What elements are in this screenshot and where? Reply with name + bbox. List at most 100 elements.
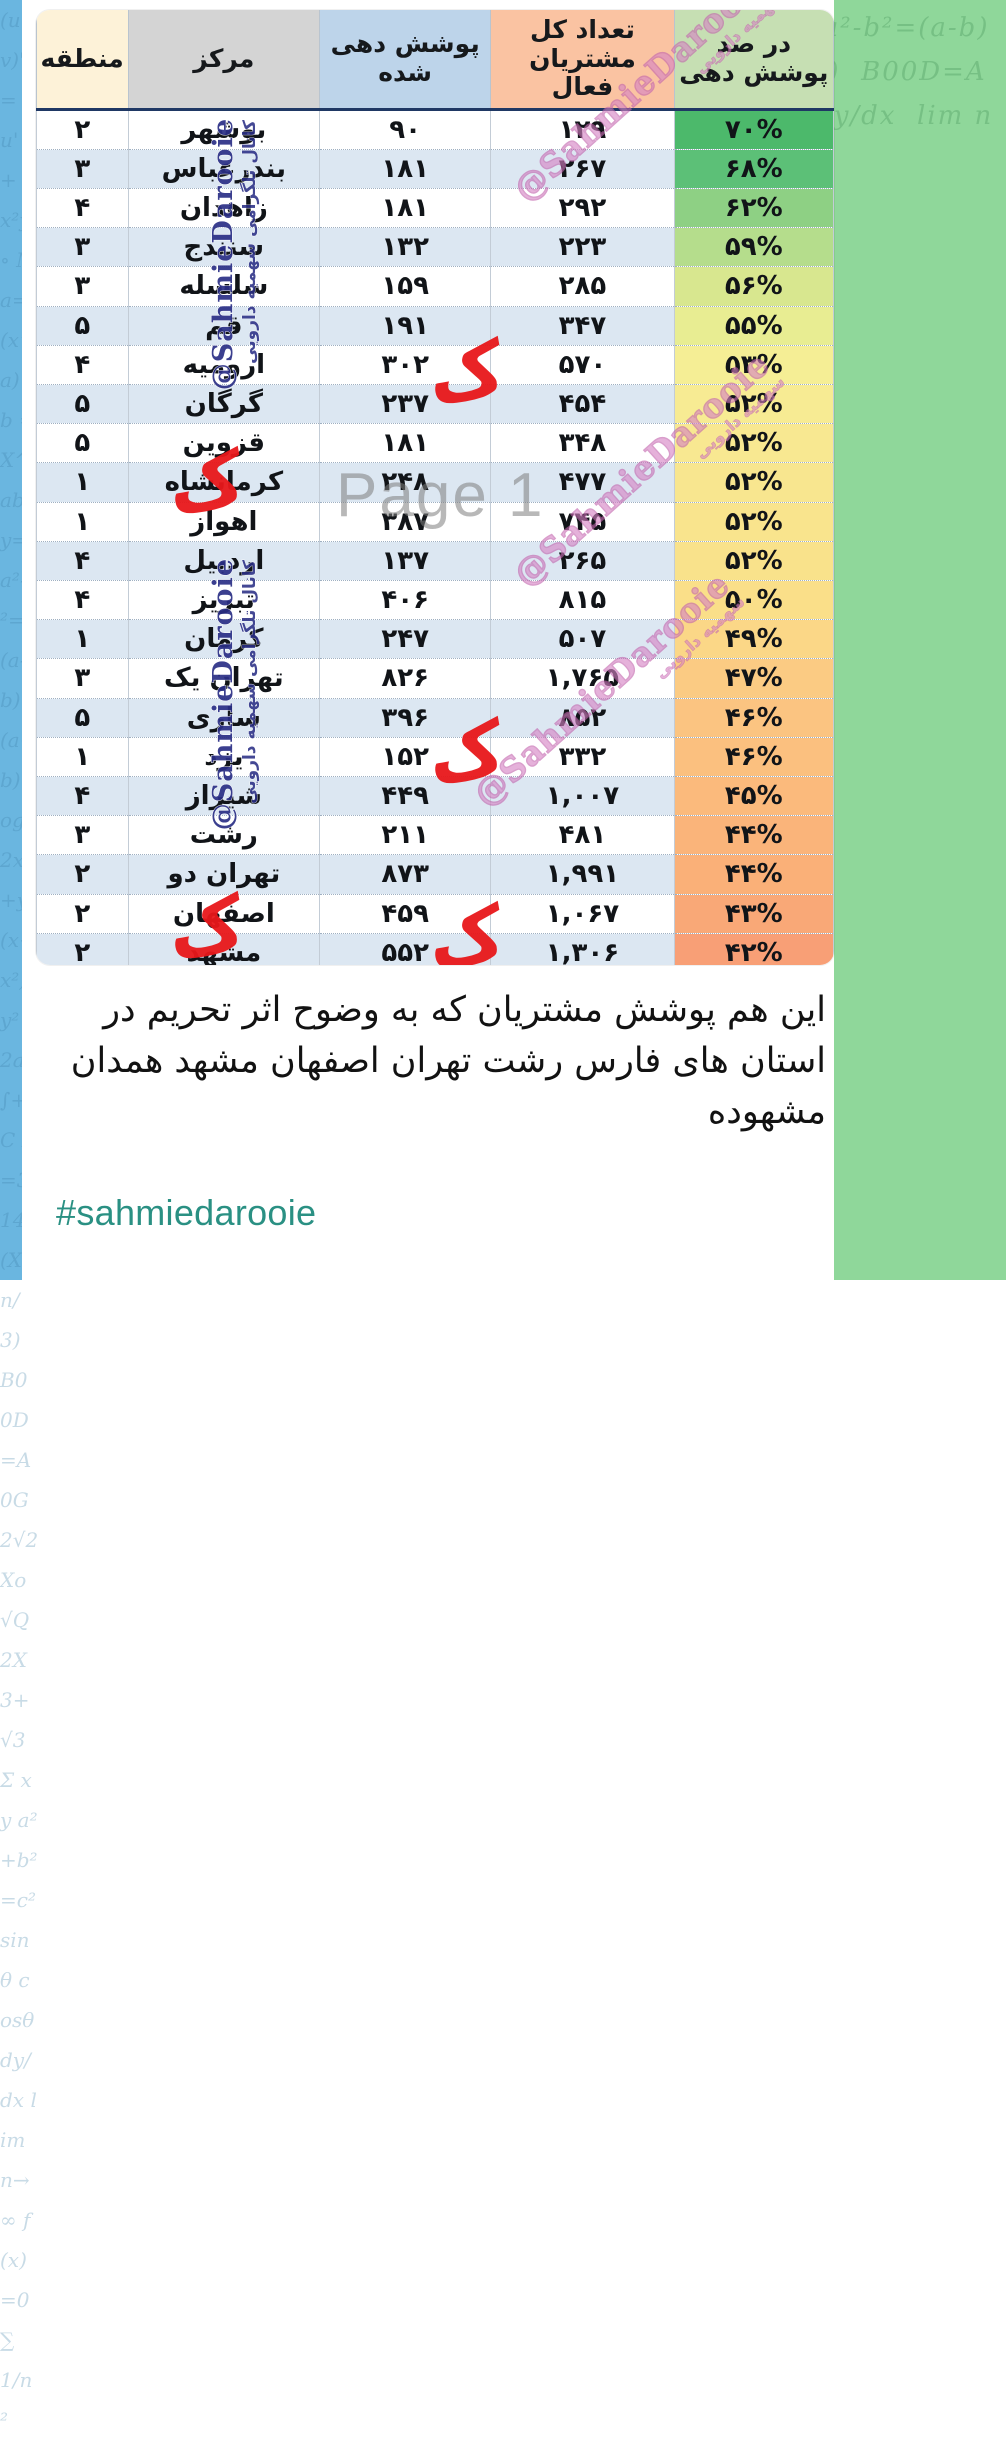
coverage-table: در صد پوشش دهی تعداد کل مشتریان فعال پوش… bbox=[36, 10, 834, 965]
cell-coverage-percent: ۵۲% bbox=[673, 462, 834, 503]
cell-covered-count: ۱۵۲ bbox=[318, 737, 492, 777]
cell-center-name: کرمانشاه bbox=[127, 462, 320, 503]
cell-coverage-percent: ۴۳% bbox=[673, 894, 834, 934]
cell-coverage-percent: ۷۰% bbox=[673, 109, 834, 150]
cell-region-number: ۲ bbox=[36, 854, 129, 895]
cell-total-customers: ۱,۹۹۱ bbox=[490, 854, 675, 895]
cell-total-customers: ۸۱۵ bbox=[490, 580, 675, 621]
column-header-covered: پوشش دهی شده bbox=[318, 10, 492, 111]
cell-covered-count: ۸۷۳ bbox=[318, 854, 492, 895]
table-row: ۴۴% ۴۸۱ ۲۱۱ رشت ۳ bbox=[36, 815, 834, 856]
table-row: ۴۳% ۱,۰۶۷ ۴۵۹ اصفهان ۲ bbox=[36, 894, 834, 934]
cell-total-customers: ۱,۰۰۷ bbox=[490, 776, 675, 817]
cell-coverage-percent: ۶۸% bbox=[673, 149, 834, 189]
cell-center-name: رشت bbox=[127, 815, 320, 856]
cell-total-customers: ۱,۷۶۵ bbox=[490, 658, 675, 699]
table-row: ۴۴% ۱,۹۹۱ ۸۷۳ تهران دو ۲ bbox=[36, 854, 834, 895]
cell-coverage-percent: ۵۲% bbox=[673, 541, 834, 581]
cell-region-number: ۳ bbox=[36, 149, 129, 189]
cell-region-number: ۴ bbox=[36, 345, 129, 385]
table-row: ۶۸% ۲۶۷ ۱۸۱ بندرعباس ۳ bbox=[36, 149, 834, 189]
cell-total-customers: ۳۴۷ bbox=[490, 306, 675, 346]
cell-center-name: یزد bbox=[127, 737, 320, 777]
cell-total-customers: ۲۸۵ bbox=[490, 266, 675, 307]
cell-center-name: کرمان bbox=[127, 619, 320, 660]
hashtag-link[interactable]: #sahmiedarooie bbox=[56, 1192, 317, 1233]
table-row: ۵۲% ۴۵۴ ۲۳۷ گرگان ۵ bbox=[36, 384, 834, 425]
cell-total-customers: ۲۶۷ bbox=[490, 149, 675, 189]
cell-total-customers: ۱,۰۶۷ bbox=[490, 894, 675, 934]
cell-total-customers: ۲۶۵ bbox=[490, 541, 675, 581]
table-body: ۷۰% ۱۲۹ ۹۰ بوشهر ۲ ۶۸% ۲۶۷ ۱۸۱ بندرعباس ۳ ۶۲% ۲۹۲ ۱۸… bbox=[36, 109, 834, 965]
cell-coverage-percent: ۵۲% bbox=[673, 502, 834, 542]
cell-covered-count: ۳۹۶ bbox=[318, 698, 492, 738]
cell-covered-count: ۴۰۶ bbox=[318, 580, 492, 621]
cell-center-name: شیراز bbox=[127, 776, 320, 817]
table-row: ۴۶% ۸۵۲ ۳۹۶ ساری ۵ bbox=[36, 698, 834, 738]
cell-coverage-percent: ۴۵% bbox=[673, 776, 834, 817]
cell-center-name: ارومیه bbox=[127, 345, 320, 385]
cell-coverage-percent: ۶۲% bbox=[673, 188, 834, 229]
table-row: ۵۲% ۲۶۵ ۱۳۷ اردبیل ۴ bbox=[36, 541, 834, 581]
cell-covered-count: ۴۴۹ bbox=[318, 776, 492, 817]
cell-region-number: ۵ bbox=[36, 306, 129, 346]
cell-region-number: ۲ bbox=[36, 894, 129, 934]
cell-center-name: تهران یک bbox=[127, 658, 320, 699]
cell-covered-count: ۹۰ bbox=[318, 109, 492, 150]
cell-total-customers: ۱۲۹ bbox=[490, 109, 675, 150]
table-header: در صد پوشش دهی تعداد کل مشتریان فعال پوش… bbox=[36, 10, 834, 111]
cell-total-customers: ۴۸۱ bbox=[490, 815, 675, 856]
cell-covered-count: ۵۵۲ bbox=[318, 933, 492, 965]
cell-coverage-percent: ۵۹% bbox=[673, 227, 834, 268]
table-row: ۴۵% ۱,۰۰۷ ۴۴۹ شیراز ۴ bbox=[36, 776, 834, 817]
cell-coverage-percent: ۴۴% bbox=[673, 854, 834, 895]
cell-center-name: تبریز bbox=[127, 580, 320, 621]
cell-coverage-percent: ۴۲% bbox=[673, 933, 834, 965]
table-row: ۵۳% ۵۷۰ ۳۰۲ ارومیه ۴ bbox=[36, 345, 834, 385]
cell-coverage-percent: ۴۶% bbox=[673, 737, 834, 777]
cell-total-customers: ۲۲۳ bbox=[490, 227, 675, 268]
table-row: ۶۲% ۲۹۲ ۱۸۱ زاهدان ۴ bbox=[36, 188, 834, 229]
cell-coverage-percent: ۵۳% bbox=[673, 345, 834, 385]
cell-center-name: اصفهان bbox=[127, 894, 320, 934]
cell-covered-count: ۲۴۷ bbox=[318, 619, 492, 660]
cell-region-number: ۱ bbox=[36, 619, 129, 660]
cell-center-name: گرگان bbox=[127, 384, 320, 425]
cell-center-name: سلسله bbox=[127, 266, 320, 307]
cell-region-number: ۱ bbox=[36, 502, 129, 542]
cell-total-customers: ۳۴۸ bbox=[490, 423, 675, 464]
table-screenshot[interactable]: در صد پوشش دهی تعداد کل مشتریان فعال پوش… bbox=[36, 10, 834, 965]
cell-region-number: ۳ bbox=[36, 266, 129, 307]
cell-covered-count: ۲۳۷ bbox=[318, 384, 492, 425]
table-row: ۵۵% ۳۴۷ ۱۹۱ قم ۵ bbox=[36, 306, 834, 346]
cell-region-number: ۴ bbox=[36, 188, 129, 229]
cell-covered-count: ۸۲۶ bbox=[318, 658, 492, 699]
cell-coverage-percent: ۵۰% bbox=[673, 580, 834, 621]
cell-covered-count: ۱۸۱ bbox=[318, 423, 492, 464]
cell-center-name: ساری bbox=[127, 698, 320, 738]
table-row: ۵۲% ۷۴۵ ۳۸۷ اهواز ۱ bbox=[36, 502, 834, 542]
cell-covered-count: ۴۵۹ bbox=[318, 894, 492, 934]
cell-coverage-percent: ۴۴% bbox=[673, 815, 834, 856]
cell-coverage-percent: ۵۵% bbox=[673, 306, 834, 346]
cell-covered-count: ۱۵۹ bbox=[318, 266, 492, 307]
cell-coverage-percent: ۵۲% bbox=[673, 423, 834, 464]
cell-total-customers: ۴۵۴ bbox=[490, 384, 675, 425]
cell-region-number: ۳ bbox=[36, 815, 129, 856]
cell-center-name: قم bbox=[127, 306, 320, 346]
column-header-center: مرکز bbox=[127, 10, 320, 111]
cell-center-name: قزوین bbox=[127, 423, 320, 464]
cell-covered-count: ۲۱۱ bbox=[318, 815, 492, 856]
cell-center-name: سنندج bbox=[127, 227, 320, 268]
cell-covered-count: ۱۳۲ bbox=[318, 227, 492, 268]
cell-coverage-percent: ۴۶% bbox=[673, 698, 834, 738]
cell-center-name: تهران دو bbox=[127, 854, 320, 895]
table-row: ۴۲% ۱,۳۰۶ ۵۵۲ مشهد ۲ bbox=[36, 933, 834, 965]
cell-total-customers: ۳۳۲ bbox=[490, 737, 675, 777]
cell-total-customers: ۴۷۷ bbox=[490, 462, 675, 503]
cell-region-number: ۵ bbox=[36, 423, 129, 464]
table-row: ۵۲% ۴۷۷ ۲۴۸ کرمانشاه ۱ bbox=[36, 462, 834, 503]
cell-coverage-percent: ۵۲% bbox=[673, 384, 834, 425]
cell-total-customers: ۷۴۵ bbox=[490, 502, 675, 542]
cell-coverage-percent: ۴۷% bbox=[673, 658, 834, 699]
